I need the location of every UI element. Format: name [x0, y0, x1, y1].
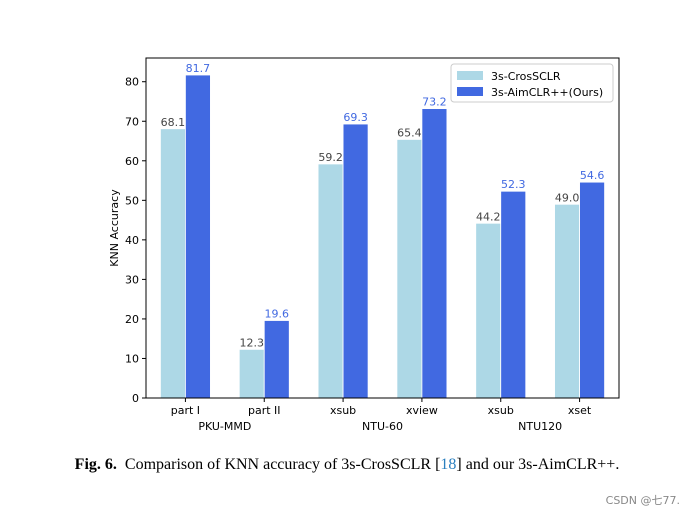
y-tick-label: 80 [125, 76, 139, 89]
group-label: NTU-60 [362, 420, 403, 433]
bar-chart: 68.1 12.3 59.2 65.4 44.2 49.0 81.7 19.6 69.3 73.2… [108, 57, 620, 433]
bar-ours-3 [421, 108, 448, 399]
x-tick-label: xset [568, 404, 592, 417]
data-label: 44.2 [476, 210, 501, 223]
y-tick-label: 20 [125, 313, 139, 326]
bar-baseline-2 [317, 163, 344, 399]
data-label: 69.3 [343, 111, 368, 124]
citation-link[interactable]: 18 [440, 456, 457, 473]
bar-baseline-0 [160, 128, 186, 399]
data-label: 68.1 [161, 116, 186, 129]
bar-ours-2 [342, 123, 369, 399]
x-tick-label: part II [248, 404, 281, 417]
data-label: 52.3 [501, 178, 526, 191]
legend-entry: 3s-CrosSCLR [491, 70, 561, 83]
group-label: NTU120 [518, 420, 562, 433]
x-tick-label: xsub [330, 404, 356, 417]
caption-text-end: ] and our 3s-AimCLR++. [456, 456, 620, 473]
y-tick-label: 10 [125, 352, 139, 365]
x-tick-label: part I [171, 404, 200, 417]
data-label: 12.3 [240, 336, 265, 349]
bar-baseline-3 [396, 139, 423, 399]
data-label: 19.6 [265, 308, 290, 321]
data-label: 54.6 [580, 169, 605, 182]
bar-ours-1 [263, 320, 290, 399]
watermark: CSDN @七77. [605, 494, 680, 507]
bar-ours-5 [579, 181, 605, 399]
figure-label: Fig. 6. [74, 456, 117, 473]
bar-ours-4 [500, 190, 527, 399]
data-label: 59.2 [318, 151, 343, 164]
figure-caption: Fig. 6. Comparison of KNN accuracy of 3s… [0, 456, 694, 474]
y-tick-label: 0 [132, 392, 139, 405]
y-tick-label: 70 [125, 115, 139, 128]
y-tick-label: 40 [125, 234, 139, 247]
data-label: 65.4 [397, 126, 422, 139]
x-tick-label: xsub [488, 404, 514, 417]
caption-text-start: Comparison of KNN accuracy of 3s-CrosSCL… [124, 456, 441, 473]
legend-entry: 3s-AimCLR++(Ours) [491, 86, 603, 99]
plot-frame [145, 57, 620, 399]
bar-baseline-4 [475, 222, 502, 399]
legend-swatch [457, 71, 483, 80]
data-label: 73.2 [422, 96, 447, 109]
y-tick-label: 50 [125, 194, 139, 207]
data-label: 49.0 [555, 191, 580, 204]
bar-baseline-5 [554, 203, 580, 399]
group-label: PKU-MMD [198, 420, 251, 433]
y-tick-label: 60 [125, 155, 139, 168]
data-label: 81.7 [186, 62, 211, 75]
y-axis-label: KNN Accuracy [108, 189, 121, 267]
legend-swatch [457, 87, 483, 96]
bar-ours-0 [185, 74, 211, 399]
legend-box [450, 63, 614, 103]
x-tick-label: xview [406, 404, 438, 417]
y-tick-label: 30 [125, 273, 139, 286]
bar-baseline-1 [238, 348, 265, 399]
